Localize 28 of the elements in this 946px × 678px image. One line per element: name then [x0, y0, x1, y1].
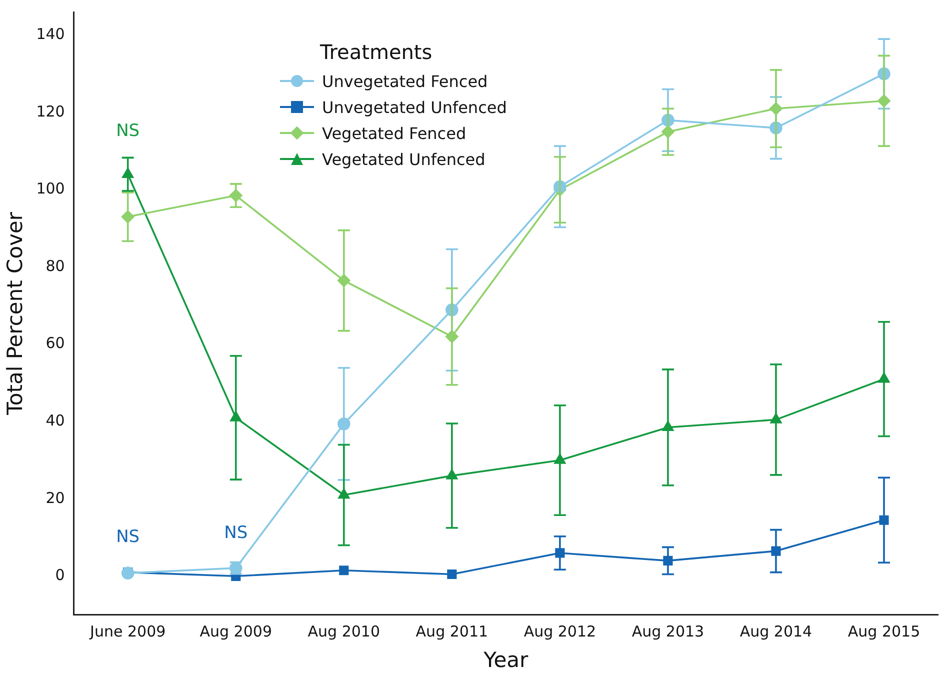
- legend-label: Vegetated Unfenced: [322, 150, 486, 168]
- x-tick-label: Aug 2014: [740, 622, 812, 641]
- y-axis-title: Total Percent Cover: [3, 212, 28, 416]
- annotation: NS: [224, 523, 248, 544]
- y-tick-label: 0: [55, 566, 65, 584]
- annotation: NS: [116, 121, 140, 142]
- x-tick-label: Aug 2011: [416, 622, 488, 641]
- legend-label: Vegetated Fenced: [322, 124, 466, 142]
- annotation: NS: [116, 526, 140, 547]
- x-tick-label: Aug 2015: [848, 622, 920, 641]
- x-tick-label: Aug 2010: [308, 622, 380, 641]
- y-tick-label: 20: [46, 488, 65, 507]
- x-tick-label: Aug 2009: [200, 622, 272, 641]
- x-tick-label: June 2009: [89, 622, 166, 641]
- legend-label: Unvegetated Unfenced: [322, 98, 507, 116]
- legend-label: Unvegetated Fenced: [322, 72, 488, 90]
- x-tick-label: Aug 2013: [632, 622, 704, 641]
- y-tick-label: 100: [36, 180, 65, 198]
- x-axis-title: Year: [482, 648, 529, 672]
- point: [339, 566, 349, 576]
- y-tick-label: 60: [46, 334, 65, 352]
- point: [447, 569, 457, 580]
- legend-title: Treatments: [320, 40, 434, 64]
- y-tick-label: 120: [36, 102, 65, 120]
- y-tick-label: 140: [36, 25, 65, 44]
- y-tick-label: 80: [46, 256, 65, 275]
- y-tick-label: 40: [46, 411, 65, 430]
- x-tick-label: Aug 2012: [524, 622, 596, 641]
